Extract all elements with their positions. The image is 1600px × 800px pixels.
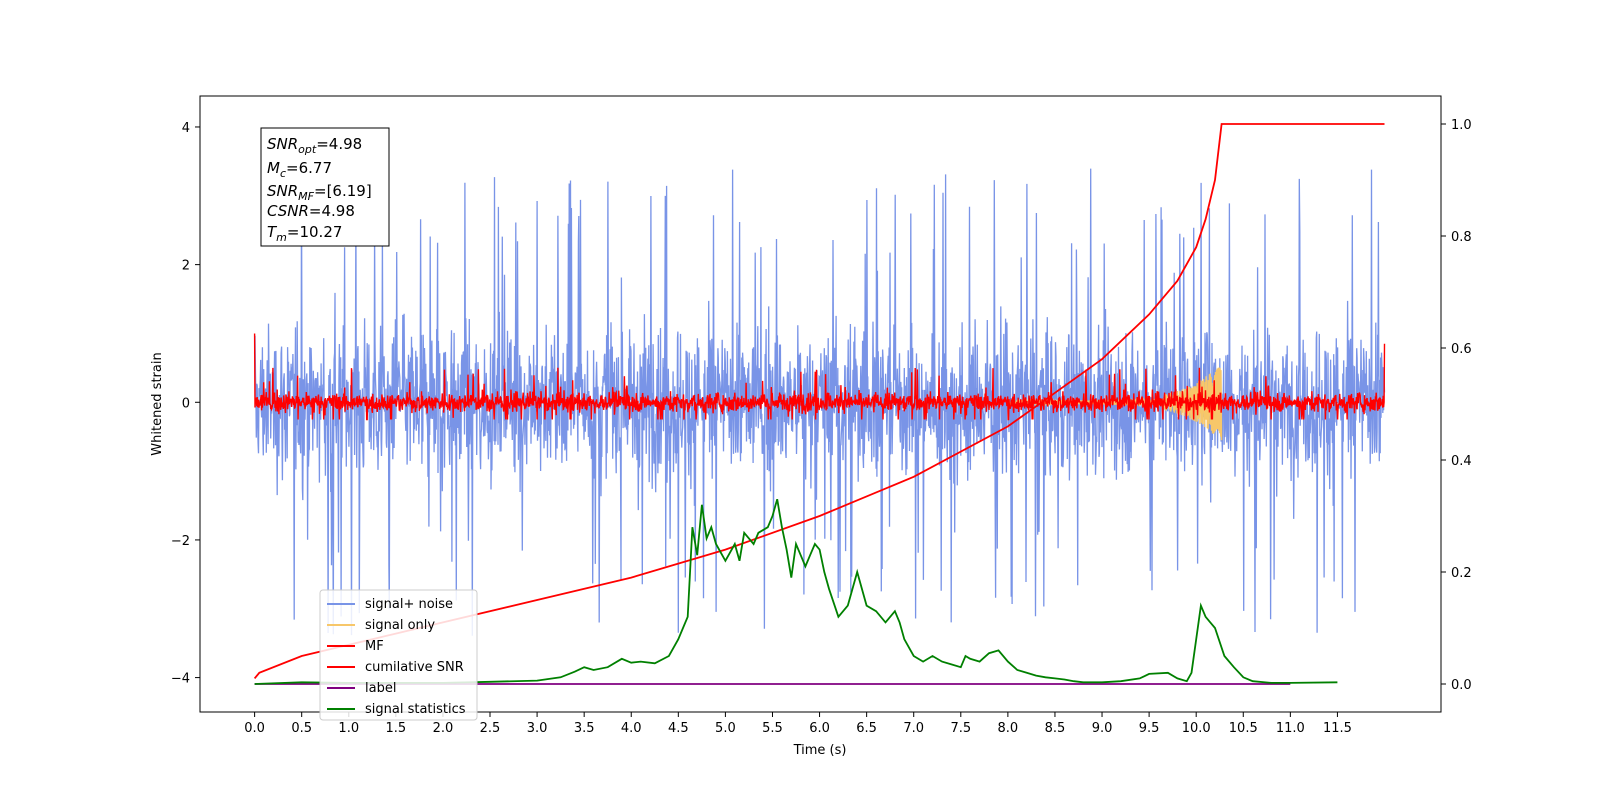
x-tick-label: 11.5: [1323, 721, 1352, 736]
x-tick-label: 8.5: [1045, 721, 1066, 736]
x-tick-label: 9.5: [1139, 721, 1160, 736]
x-tick-label: 8.0: [998, 721, 1019, 736]
annotation-snr-opt: SNRopt=4.98: [267, 135, 362, 156]
x-tick-label: 9.0: [1092, 721, 1113, 736]
legend-entry: signal statistics: [327, 702, 466, 717]
legend-label: signal+ noise: [365, 597, 453, 612]
annotation-snr-mf: SNRMF=[6.19]: [267, 182, 372, 203]
x-tick-label: 10.0: [1182, 721, 1211, 736]
x-tick-label: 3.0: [527, 721, 548, 736]
x-tick-label: 7.5: [950, 721, 971, 736]
x-tick-label: 5.0: [715, 721, 736, 736]
annotation-frame: [260, 127, 390, 247]
legend: signal+ noise signal only MF cumilative …: [319, 589, 478, 721]
x-tick-label: 1.5: [386, 721, 407, 736]
x-tick-label: 3.5: [574, 721, 595, 736]
annotation-mc: Mc=6.77: [267, 159, 332, 180]
y2-tick-label: 0.2: [1451, 566, 1472, 581]
x-tick-label: 1.0: [338, 721, 359, 736]
x-tick-label: 5.5: [762, 721, 783, 736]
legend-label: signal statistics: [365, 702, 466, 717]
legend-entry: cumilative SNR: [327, 660, 464, 675]
x-tick-label: 4.0: [621, 721, 642, 736]
x-tick-label: 6.0: [809, 721, 830, 736]
legend-entry: signal+ noise: [327, 597, 453, 612]
legend-label: cumilative SNR: [365, 660, 464, 675]
y2-tick-label: 0.6: [1451, 342, 1472, 357]
y2-tick-label: 0.4: [1451, 454, 1472, 469]
x-tick-label: 7.0: [903, 721, 924, 736]
y2-tick-label: 0.8: [1451, 230, 1472, 245]
y2-tick-label: 0.0: [1451, 678, 1472, 693]
x-tick-label: 2.0: [433, 721, 454, 736]
x-tick-label: 11.0: [1276, 721, 1305, 736]
y-tick-label: −4: [171, 672, 190, 687]
x-tick-label: 0.0: [244, 721, 265, 736]
y-axis-label: Whitened strain: [150, 352, 165, 455]
x-tick-label: 10.5: [1229, 721, 1258, 736]
legend-label: MF: [365, 639, 384, 654]
x-tick-label: 0.5: [291, 721, 312, 736]
legend-entry: label: [327, 681, 396, 696]
annotation-box: SNRopt=4.98 Mc=6.77 SNRMF=[6.19] CSNR=4.…: [260, 127, 390, 247]
series-signal-statistics-line: [254, 498, 1338, 685]
y2-tick-label: 1.0: [1451, 118, 1472, 133]
legend-label: label: [365, 681, 396, 696]
annotation-csnr: CSNR=4.98: [267, 202, 355, 220]
axes-frame: [199, 95, 1442, 713]
legend-entry: signal only: [327, 618, 435, 633]
annotation-tm: Tm=10.27: [267, 223, 342, 244]
x-tick-label: 6.5: [856, 721, 877, 736]
series-mf-line: [253, 333, 1386, 421]
x-axis-label: Time (s): [793, 743, 847, 758]
y-tick-label: 0: [182, 396, 190, 411]
y-tick-label: −2: [171, 534, 190, 549]
legend-label: signal only: [365, 618, 435, 633]
y-tick-label: 4: [182, 121, 190, 136]
legend-frame: [319, 589, 478, 721]
y-tick-label: 2: [182, 259, 190, 274]
x-tick-label: 2.5: [480, 721, 501, 736]
x-tick-label: 4.5: [668, 721, 689, 736]
legend-entry: MF: [327, 639, 384, 654]
